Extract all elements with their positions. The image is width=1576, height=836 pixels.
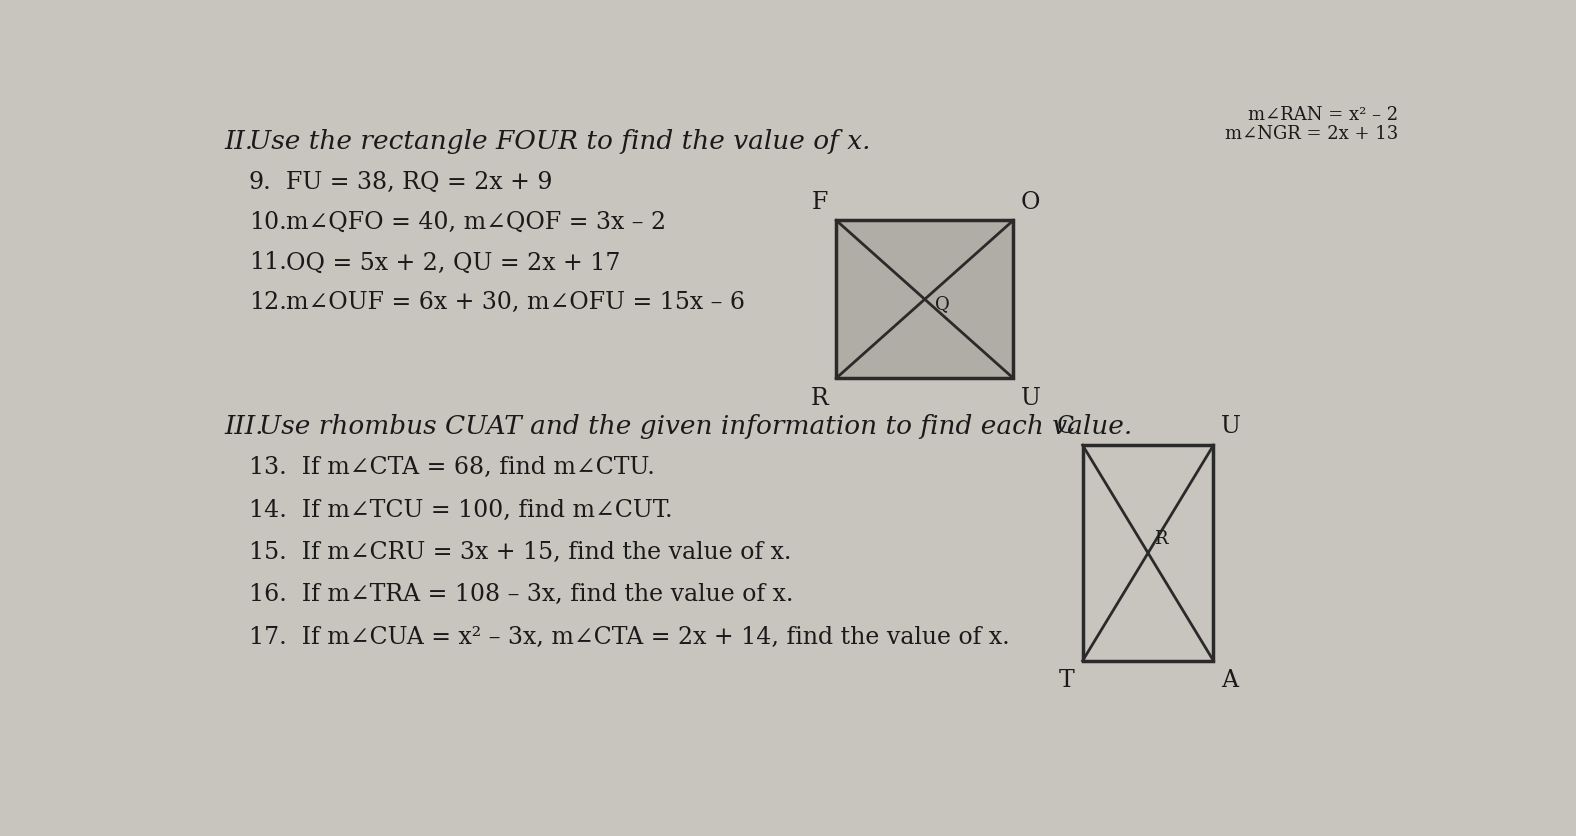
Text: m∠QFO = 40, m∠QOF = 3x – 2: m∠QFO = 40, m∠QOF = 3x – 2 (285, 211, 665, 234)
Text: 15.  If m∠CRU = 3x + 15, find the value of x.: 15. If m∠CRU = 3x + 15, find the value o… (249, 540, 791, 563)
Text: Use the rectangle FOUR to find the value of x.: Use the rectangle FOUR to find the value… (249, 129, 870, 154)
Text: A: A (1221, 669, 1239, 691)
Text: T: T (1059, 669, 1075, 691)
Text: R: R (1154, 529, 1168, 547)
Text: R: R (810, 386, 829, 410)
Text: Use rhombus CUAT and the given information to find each value.: Use rhombus CUAT and the given informati… (258, 413, 1132, 438)
Text: 11.: 11. (249, 251, 287, 274)
Text: 12.: 12. (249, 291, 287, 314)
Text: U: U (1021, 386, 1040, 410)
Text: m∠OUF = 6x + 30, m∠OFU = 15x – 6: m∠OUF = 6x + 30, m∠OFU = 15x – 6 (285, 291, 744, 314)
Text: 17.  If m∠CUA = x² – 3x, m∠CTA = 2x + 14, find the value of x.: 17. If m∠CUA = x² – 3x, m∠CTA = 2x + 14,… (249, 624, 1010, 648)
Text: FU = 38, RQ = 2x + 9: FU = 38, RQ = 2x + 9 (285, 171, 552, 194)
Text: 9.: 9. (249, 171, 271, 194)
Text: OQ = 5x + 2, QU = 2x + 17: OQ = 5x + 2, QU = 2x + 17 (285, 251, 619, 274)
Text: F: F (812, 191, 829, 213)
Text: 13.  If m∠CTA = 68, find m∠CTU.: 13. If m∠CTA = 68, find m∠CTU. (249, 456, 654, 478)
Text: 14.  If m∠TCU = 100, find m∠CUT.: 14. If m∠TCU = 100, find m∠CUT. (249, 498, 673, 521)
Text: II.: II. (224, 129, 254, 154)
Text: C: C (1057, 415, 1075, 438)
Text: 16.  If m∠TRA = 108 – 3x, find the value of x.: 16. If m∠TRA = 108 – 3x, find the value … (249, 583, 793, 605)
Text: 10.: 10. (249, 211, 287, 234)
Text: Q: Q (935, 295, 949, 313)
Text: O: O (1021, 191, 1040, 213)
Polygon shape (837, 221, 1013, 379)
Text: U: U (1221, 415, 1240, 438)
Text: m∠NGR = 2x + 13: m∠NGR = 2x + 13 (1225, 125, 1398, 143)
Text: III.: III. (224, 413, 263, 438)
Text: m∠RAN = x² – 2: m∠RAN = x² – 2 (1248, 105, 1398, 124)
